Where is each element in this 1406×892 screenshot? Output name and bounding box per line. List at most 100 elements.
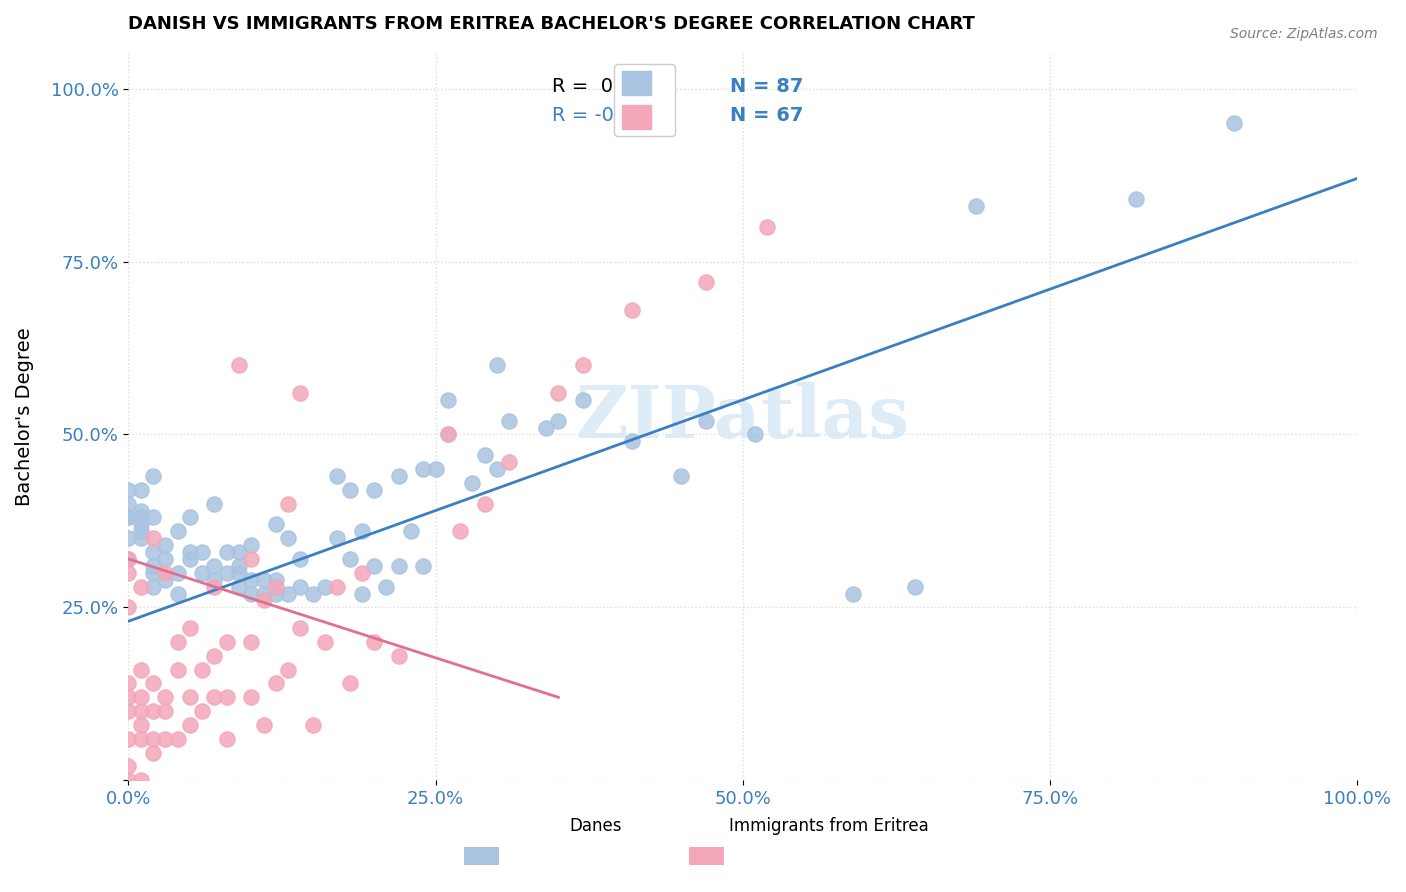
Point xyxy=(388,558,411,573)
Point xyxy=(534,420,557,434)
Point xyxy=(363,483,385,497)
Point xyxy=(129,503,152,517)
Point xyxy=(129,718,152,732)
Point xyxy=(166,731,188,746)
Point xyxy=(155,566,177,580)
Point xyxy=(290,386,312,401)
Point xyxy=(301,586,323,600)
Text: Danes: Danes xyxy=(569,817,621,835)
Point xyxy=(117,483,139,497)
Point xyxy=(142,566,165,580)
Text: N = 67: N = 67 xyxy=(730,106,804,125)
Point xyxy=(498,455,520,469)
Point xyxy=(240,586,263,600)
Point xyxy=(129,483,152,497)
Point xyxy=(277,663,299,677)
Point xyxy=(191,704,214,718)
Point xyxy=(142,676,165,690)
Point xyxy=(277,531,299,545)
Point xyxy=(129,517,152,532)
Point xyxy=(326,580,349,594)
Point xyxy=(228,545,250,559)
Point xyxy=(179,621,201,635)
Point xyxy=(425,462,447,476)
Point xyxy=(301,718,323,732)
Point xyxy=(155,731,177,746)
Y-axis label: Bachelor's Degree: Bachelor's Degree xyxy=(15,328,34,507)
Point xyxy=(252,586,274,600)
Point xyxy=(117,600,139,615)
Point xyxy=(485,359,508,373)
Point xyxy=(202,497,225,511)
Point xyxy=(179,545,201,559)
Point xyxy=(290,552,312,566)
Point xyxy=(904,580,927,594)
Point xyxy=(191,566,214,580)
Point xyxy=(129,580,152,594)
Point xyxy=(191,545,214,559)
Point xyxy=(350,524,373,539)
Point xyxy=(117,690,139,705)
Point xyxy=(449,524,471,539)
Point xyxy=(314,580,336,594)
Point xyxy=(326,469,349,483)
Point xyxy=(965,199,987,213)
Point xyxy=(240,538,263,552)
Point xyxy=(290,621,312,635)
Point xyxy=(215,566,238,580)
Point xyxy=(202,690,225,705)
Point xyxy=(240,552,263,566)
Point xyxy=(117,552,139,566)
Point xyxy=(202,573,225,587)
Point xyxy=(129,524,152,539)
Point xyxy=(142,704,165,718)
Point xyxy=(129,690,152,705)
Point xyxy=(621,434,644,449)
Point xyxy=(437,427,460,442)
Point xyxy=(388,648,411,663)
Point xyxy=(142,469,165,483)
Point xyxy=(166,524,188,539)
Point xyxy=(572,392,595,407)
Point xyxy=(117,676,139,690)
Point xyxy=(202,648,225,663)
Point xyxy=(117,731,139,746)
Point xyxy=(142,510,165,524)
Point xyxy=(474,497,496,511)
Text: R =  0.536: R = 0.536 xyxy=(553,78,657,96)
Text: R = -0.315: R = -0.315 xyxy=(553,106,658,125)
Point xyxy=(142,580,165,594)
Point xyxy=(264,586,287,600)
Point xyxy=(129,663,152,677)
Point xyxy=(129,531,152,545)
Point xyxy=(547,386,569,401)
Point xyxy=(202,580,225,594)
Point xyxy=(621,302,644,317)
Point xyxy=(339,552,361,566)
Point xyxy=(399,524,422,539)
Point xyxy=(695,275,717,289)
Point xyxy=(179,510,201,524)
Point xyxy=(375,580,398,594)
Point xyxy=(117,552,139,566)
Point xyxy=(290,580,312,594)
Point xyxy=(437,427,460,442)
Point xyxy=(264,676,287,690)
Point xyxy=(155,690,177,705)
Text: Immigrants from Eritrea: Immigrants from Eritrea xyxy=(728,817,928,835)
Point xyxy=(129,510,152,524)
Point xyxy=(314,635,336,649)
Point xyxy=(474,448,496,462)
Point xyxy=(388,469,411,483)
Point xyxy=(117,510,139,524)
Point xyxy=(129,773,152,788)
Point xyxy=(572,359,595,373)
Point xyxy=(326,531,349,545)
Point xyxy=(461,475,484,490)
Point xyxy=(155,573,177,587)
Point xyxy=(485,462,508,476)
Point xyxy=(166,663,188,677)
Point xyxy=(339,676,361,690)
Point xyxy=(155,538,177,552)
Point xyxy=(117,704,139,718)
